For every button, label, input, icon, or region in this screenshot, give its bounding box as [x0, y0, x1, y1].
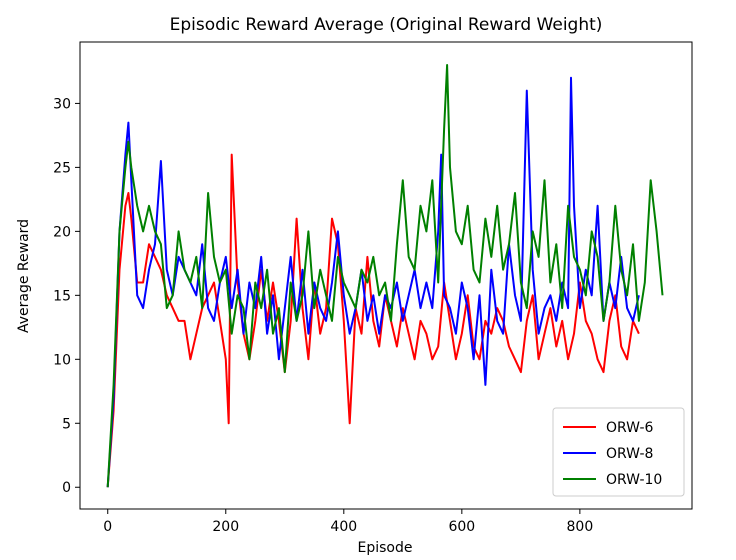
y-tick-label: 10 — [53, 352, 71, 368]
x-axis: 0 200 400 600 800 — [103, 509, 593, 535]
y-tick-label: 25 — [53, 160, 71, 176]
legend-label: ORW-10 — [606, 472, 662, 488]
x-tick-label: 600 — [448, 519, 475, 535]
y-axis: 0 5 10 15 20 25 30 — [53, 96, 80, 496]
series-line-orw-8 — [106, 76, 640, 488]
y-tick-label: 5 — [62, 416, 71, 432]
legend: ORW-6 ORW-8 ORW-10 — [552, 407, 685, 497]
legend-label: ORW-8 — [606, 446, 653, 462]
chart-title: Episodic Reward Average (Original Reward… — [170, 15, 603, 35]
y-tick-label: 15 — [53, 288, 71, 304]
x-tick-label: 200 — [212, 519, 239, 535]
y-tick-label: 20 — [53, 224, 71, 240]
x-tick-label: 800 — [567, 519, 594, 535]
x-axis-label: Episode — [358, 540, 413, 556]
series-line-orw-6 — [106, 153, 640, 488]
legend-box — [552, 407, 685, 497]
series-line-orw-10 — [106, 64, 664, 488]
plot-frame — [79, 41, 693, 510]
x-tick-label: 0 — [103, 519, 112, 535]
series-layer — [106, 64, 664, 488]
y-tick-label: 30 — [53, 96, 71, 112]
x-tick-label: 400 — [330, 519, 357, 535]
y-axis-label: Average Reward — [16, 219, 32, 333]
y-tick-label: 0 — [62, 480, 71, 496]
legend-label: ORW-6 — [606, 420, 654, 436]
